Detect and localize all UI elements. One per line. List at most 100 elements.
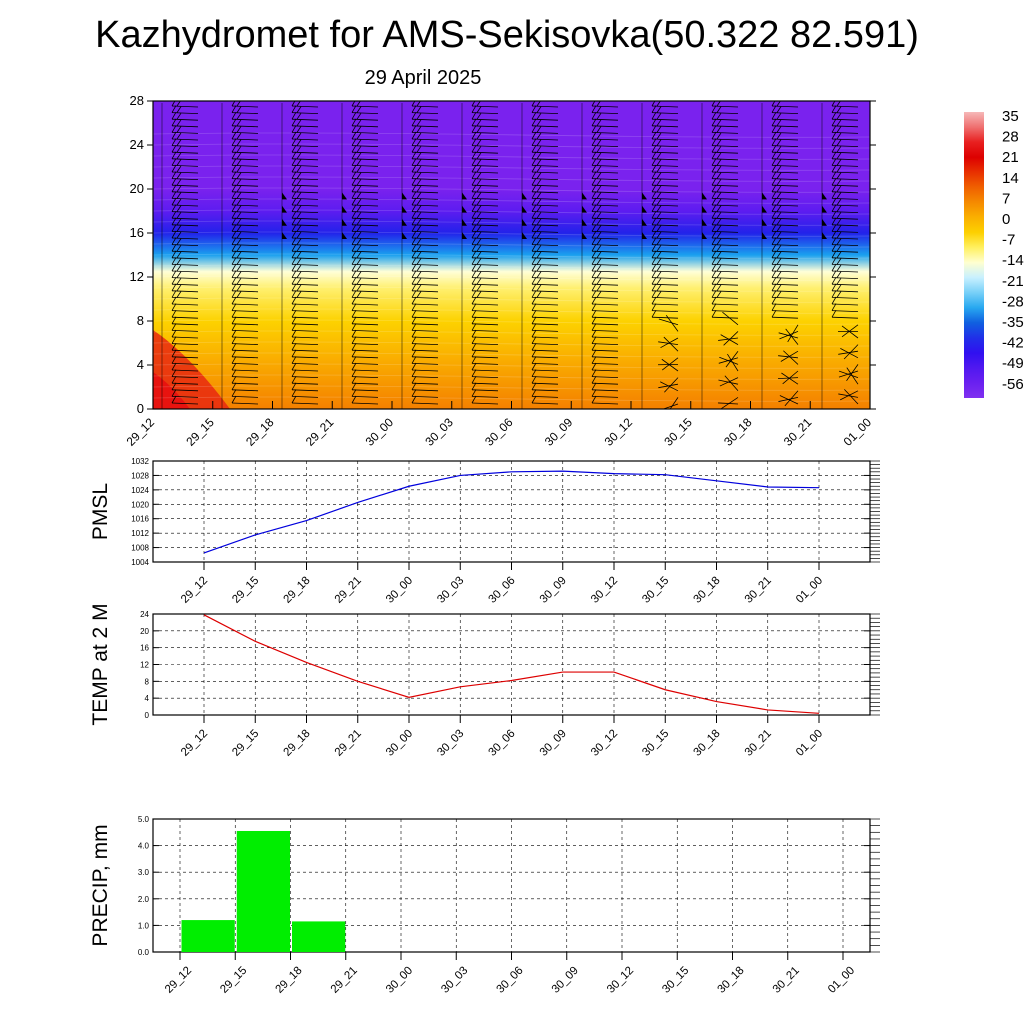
wind-barb xyxy=(771,184,799,194)
wind-barb xyxy=(291,250,319,260)
wind-barb xyxy=(351,112,379,121)
cs-xtick-label: 30_18 xyxy=(721,415,755,449)
wind-barb xyxy=(591,362,619,372)
precip-bar xyxy=(236,830,290,952)
wind-barb xyxy=(658,341,679,345)
wind-barb xyxy=(531,323,559,332)
cs-xtick-label: 01_00 xyxy=(841,415,875,449)
wind-barb xyxy=(591,178,619,187)
wind-barb xyxy=(771,112,799,121)
wind-barb xyxy=(171,151,199,161)
colorbar-label: -7 xyxy=(1002,232,1015,249)
wind-barb xyxy=(642,191,679,200)
wind-barb xyxy=(831,244,859,253)
wind-barb xyxy=(291,118,319,128)
wind-barb xyxy=(822,230,859,240)
wind-barb xyxy=(591,310,619,319)
wind-barb xyxy=(711,283,739,293)
wind-barb xyxy=(351,224,379,233)
wind-barb xyxy=(231,316,259,326)
wind-barb xyxy=(171,211,199,220)
precip-ytick-label: 5.0 xyxy=(138,815,150,824)
wind-barb xyxy=(651,237,679,246)
wind-barb xyxy=(171,105,199,114)
wind-barb xyxy=(171,244,199,253)
wind-barb xyxy=(402,204,439,213)
wind-barb xyxy=(171,125,199,134)
precip-xtick-label: 30_21 xyxy=(771,965,802,996)
temp-ytick-label: 8 xyxy=(145,677,150,686)
wind-barb xyxy=(291,277,319,286)
wind-barb xyxy=(171,277,199,286)
wind-barb xyxy=(831,303,859,312)
wind-barb xyxy=(591,270,619,279)
wind-barb xyxy=(771,164,799,174)
cross-section-panel: 0 4 8 12 16 20 24 28 29_12 29_15 29_18 29_21 30_00 3… xyxy=(124,93,876,449)
colorbar-label: -56 xyxy=(1002,376,1024,393)
wind-barb xyxy=(591,244,619,253)
wind-barb xyxy=(171,158,199,167)
wind-barb xyxy=(651,131,679,141)
cs-ytick-label: 16 xyxy=(130,225,144,240)
wind-barb xyxy=(402,217,439,227)
wind-barb xyxy=(831,101,859,108)
wind-barb xyxy=(351,382,379,392)
wind-barb xyxy=(351,131,379,141)
wind-barb xyxy=(231,244,259,253)
wind-barb xyxy=(591,395,619,405)
temp-xtick-label: 29_15 xyxy=(230,728,261,759)
wind-barb xyxy=(402,191,439,200)
wind-barb xyxy=(771,118,799,128)
wind-barb xyxy=(591,263,619,273)
pmsl-ytick-label: 1024 xyxy=(131,486,149,495)
wind-barb xyxy=(651,290,679,299)
pmsl-xtick-label: 30_03 xyxy=(435,575,466,606)
wind-barb xyxy=(771,151,799,161)
wind-barb xyxy=(531,125,559,134)
wind-barb xyxy=(171,224,199,233)
wind-barb xyxy=(291,244,319,253)
pmsl-xtick-label: 29_12 xyxy=(179,575,210,606)
wind-barb xyxy=(291,105,319,114)
wind-barb xyxy=(771,310,799,319)
wind-barb xyxy=(351,138,379,147)
cs-ytick-label: 20 xyxy=(130,181,144,196)
wind-barb xyxy=(471,263,499,273)
wind-barb xyxy=(711,296,739,306)
wind-barb xyxy=(591,343,619,352)
wind-barb xyxy=(231,197,259,207)
wind-barb xyxy=(282,191,319,200)
wind-barb xyxy=(411,244,439,253)
wind-barb xyxy=(719,377,739,387)
pmsl-ytick-label: 1008 xyxy=(131,544,149,553)
wind-barb xyxy=(831,250,859,260)
wind-barb xyxy=(591,382,619,392)
wind-barb xyxy=(658,318,679,326)
precip-ytick-label: 1.0 xyxy=(138,921,150,930)
wind-barb xyxy=(351,171,379,180)
wind-barb xyxy=(651,125,679,134)
wind-barb xyxy=(702,204,739,213)
wind-barb xyxy=(351,376,379,385)
wind-barb xyxy=(231,101,259,108)
wind-barb xyxy=(471,118,499,128)
wind-barb xyxy=(171,145,199,154)
wind-barb xyxy=(291,151,319,161)
wind-barb xyxy=(651,178,679,187)
wind-barb xyxy=(351,244,379,253)
wind-barb xyxy=(531,343,559,352)
wind-barb xyxy=(171,171,199,180)
wind-barb xyxy=(591,376,619,385)
wind-barb xyxy=(531,316,559,326)
wind-barb xyxy=(702,191,739,200)
wind-barb xyxy=(771,257,799,266)
wind-barb xyxy=(231,356,259,365)
wind-barb xyxy=(591,184,619,194)
pmsl-ytick-label: 1004 xyxy=(131,558,149,567)
wind-barb xyxy=(771,263,799,273)
wind-barb xyxy=(411,125,439,134)
wind-barb xyxy=(351,349,379,359)
wind-barb xyxy=(411,283,439,293)
wind-barb xyxy=(665,314,679,332)
wind-barb xyxy=(471,145,499,154)
